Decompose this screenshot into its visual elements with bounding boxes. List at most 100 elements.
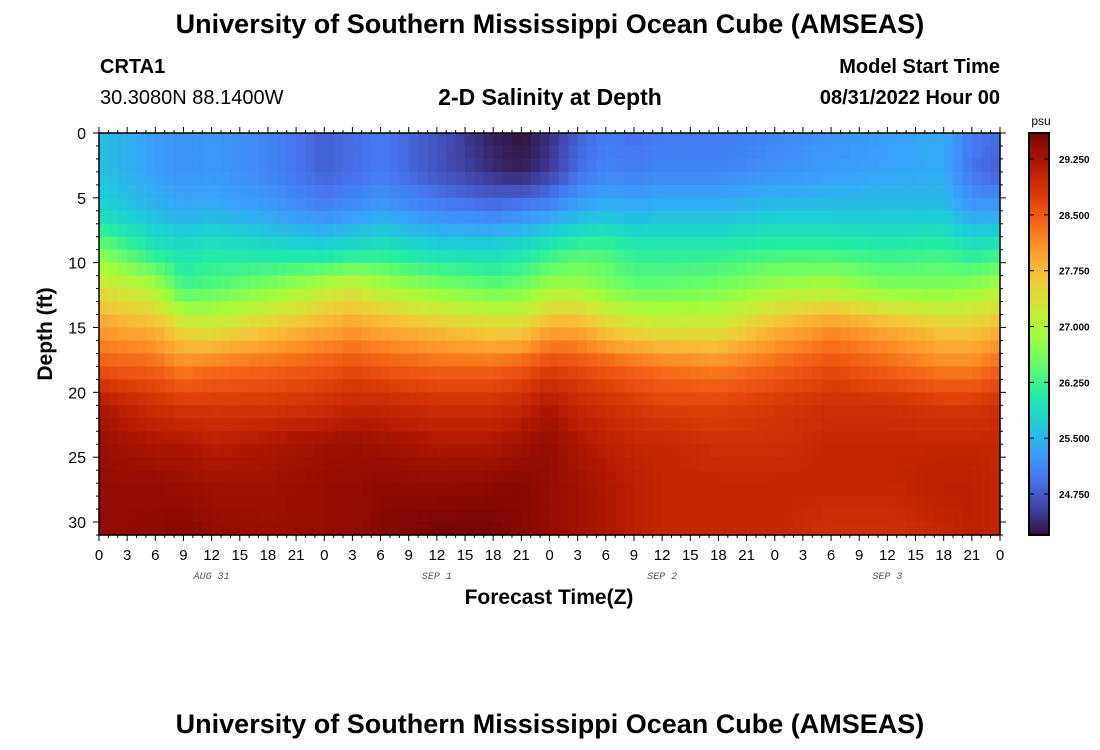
heatmap-cell — [859, 171, 870, 186]
heatmap-cell — [530, 483, 541, 497]
heatmap-cell — [230, 509, 241, 523]
heatmap-cell — [765, 353, 776, 368]
heatmap-cell — [746, 327, 757, 342]
heatmap-cell — [596, 496, 607, 510]
heatmap-cell — [924, 145, 935, 160]
heatmap-cell — [389, 470, 400, 484]
heatmap-cell — [361, 262, 372, 277]
heatmap-cell — [530, 418, 541, 432]
heatmap-cell — [840, 444, 851, 458]
heatmap-cell — [183, 353, 194, 368]
heatmap-cell — [896, 483, 907, 497]
heatmap-cell — [164, 223, 175, 238]
heatmap-cell — [793, 223, 804, 238]
heatmap-cell — [192, 327, 203, 342]
heatmap-cell — [680, 509, 691, 523]
heatmap-cell — [502, 509, 513, 523]
heatmap-cell — [896, 262, 907, 277]
heatmap-cell — [117, 483, 128, 497]
heatmap-cell — [549, 522, 560, 536]
heatmap-cell — [953, 171, 964, 186]
heatmap-cell — [831, 197, 842, 212]
heatmap-cell — [202, 392, 213, 406]
heatmap-cell — [662, 249, 673, 264]
heatmap-cell — [127, 249, 138, 264]
heatmap-cell — [652, 327, 663, 342]
heatmap-cell — [221, 133, 231, 147]
heatmap-cell — [849, 470, 860, 484]
heatmap-cell — [117, 314, 128, 329]
heatmap-cell — [399, 340, 410, 355]
heatmap-cell — [934, 483, 945, 497]
heatmap-cell — [624, 457, 635, 471]
heatmap-cell — [971, 301, 982, 316]
heatmap-cell — [249, 470, 260, 484]
heatmap-cell — [399, 392, 410, 406]
heatmap-cell — [615, 236, 626, 251]
heatmap-cell — [615, 158, 626, 173]
heatmap-cell — [859, 275, 870, 290]
heatmap-cell — [877, 314, 888, 329]
heatmap-cell — [108, 158, 119, 173]
heatmap-cell — [962, 483, 973, 497]
heatmap-cell — [455, 444, 466, 458]
heatmap-cell — [558, 223, 569, 238]
heatmap-cell — [727, 184, 738, 199]
heatmap-cell — [953, 314, 964, 329]
heatmap-cell — [633, 236, 644, 251]
heatmap-cell — [943, 496, 954, 510]
heatmap-cell — [305, 301, 316, 316]
heatmap-cell — [690, 223, 701, 238]
heatmap-cell — [971, 288, 982, 303]
heatmap-cell — [596, 275, 607, 290]
heatmap-cell — [427, 158, 438, 173]
heatmap-cell — [727, 470, 738, 484]
heatmap-cell — [380, 392, 391, 406]
x-tick-label: 0 — [996, 547, 1004, 564]
heatmap-cell — [943, 236, 954, 251]
heatmap-cell — [446, 288, 457, 303]
heatmap-cell — [277, 392, 288, 406]
heatmap-cell — [117, 197, 128, 212]
x-tick-label: 6 — [376, 547, 384, 564]
heatmap-cell — [230, 379, 241, 393]
heatmap-cell — [859, 145, 870, 160]
heatmap-cell — [615, 223, 626, 238]
heatmap-cell — [380, 470, 391, 484]
heatmap-cell — [859, 353, 870, 368]
heatmap-cell — [596, 353, 607, 368]
heatmap-cell — [286, 509, 297, 523]
x-tick-label: 3 — [573, 547, 581, 564]
heatmap-cell — [324, 522, 335, 536]
heatmap-cell — [202, 223, 213, 238]
heatmap-cell — [906, 288, 917, 303]
heatmap-cell — [249, 223, 260, 238]
heatmap-cell — [981, 496, 992, 510]
heatmap-cell — [314, 223, 325, 238]
heatmap-cell — [896, 301, 907, 316]
heatmap-cell — [314, 431, 325, 445]
heatmap-cell — [436, 210, 447, 225]
heatmap-cell — [145, 483, 156, 497]
heatmap-cell — [690, 483, 701, 497]
heatmap-cell — [643, 418, 654, 432]
heatmap-cell — [755, 340, 766, 355]
heatmap-cell — [746, 184, 757, 199]
heatmap-cell — [277, 509, 288, 523]
heatmap-cell — [718, 236, 729, 251]
heatmap-cell — [455, 223, 466, 238]
heatmap-cell — [436, 483, 447, 497]
heatmap-cell — [727, 171, 738, 186]
heatmap-cell — [389, 184, 400, 199]
heatmap-cell — [399, 262, 410, 277]
heatmap-cell — [540, 210, 551, 225]
heatmap-cell — [990, 509, 1001, 523]
heatmap-cell — [718, 249, 729, 264]
heatmap-cell — [605, 314, 616, 329]
heatmap-cell — [662, 483, 673, 497]
heatmap-cell — [286, 288, 297, 303]
heatmap-cell — [174, 236, 185, 251]
heatmap-cell — [953, 340, 964, 355]
heatmap-cell — [943, 288, 954, 303]
heatmap-cell — [981, 366, 992, 380]
